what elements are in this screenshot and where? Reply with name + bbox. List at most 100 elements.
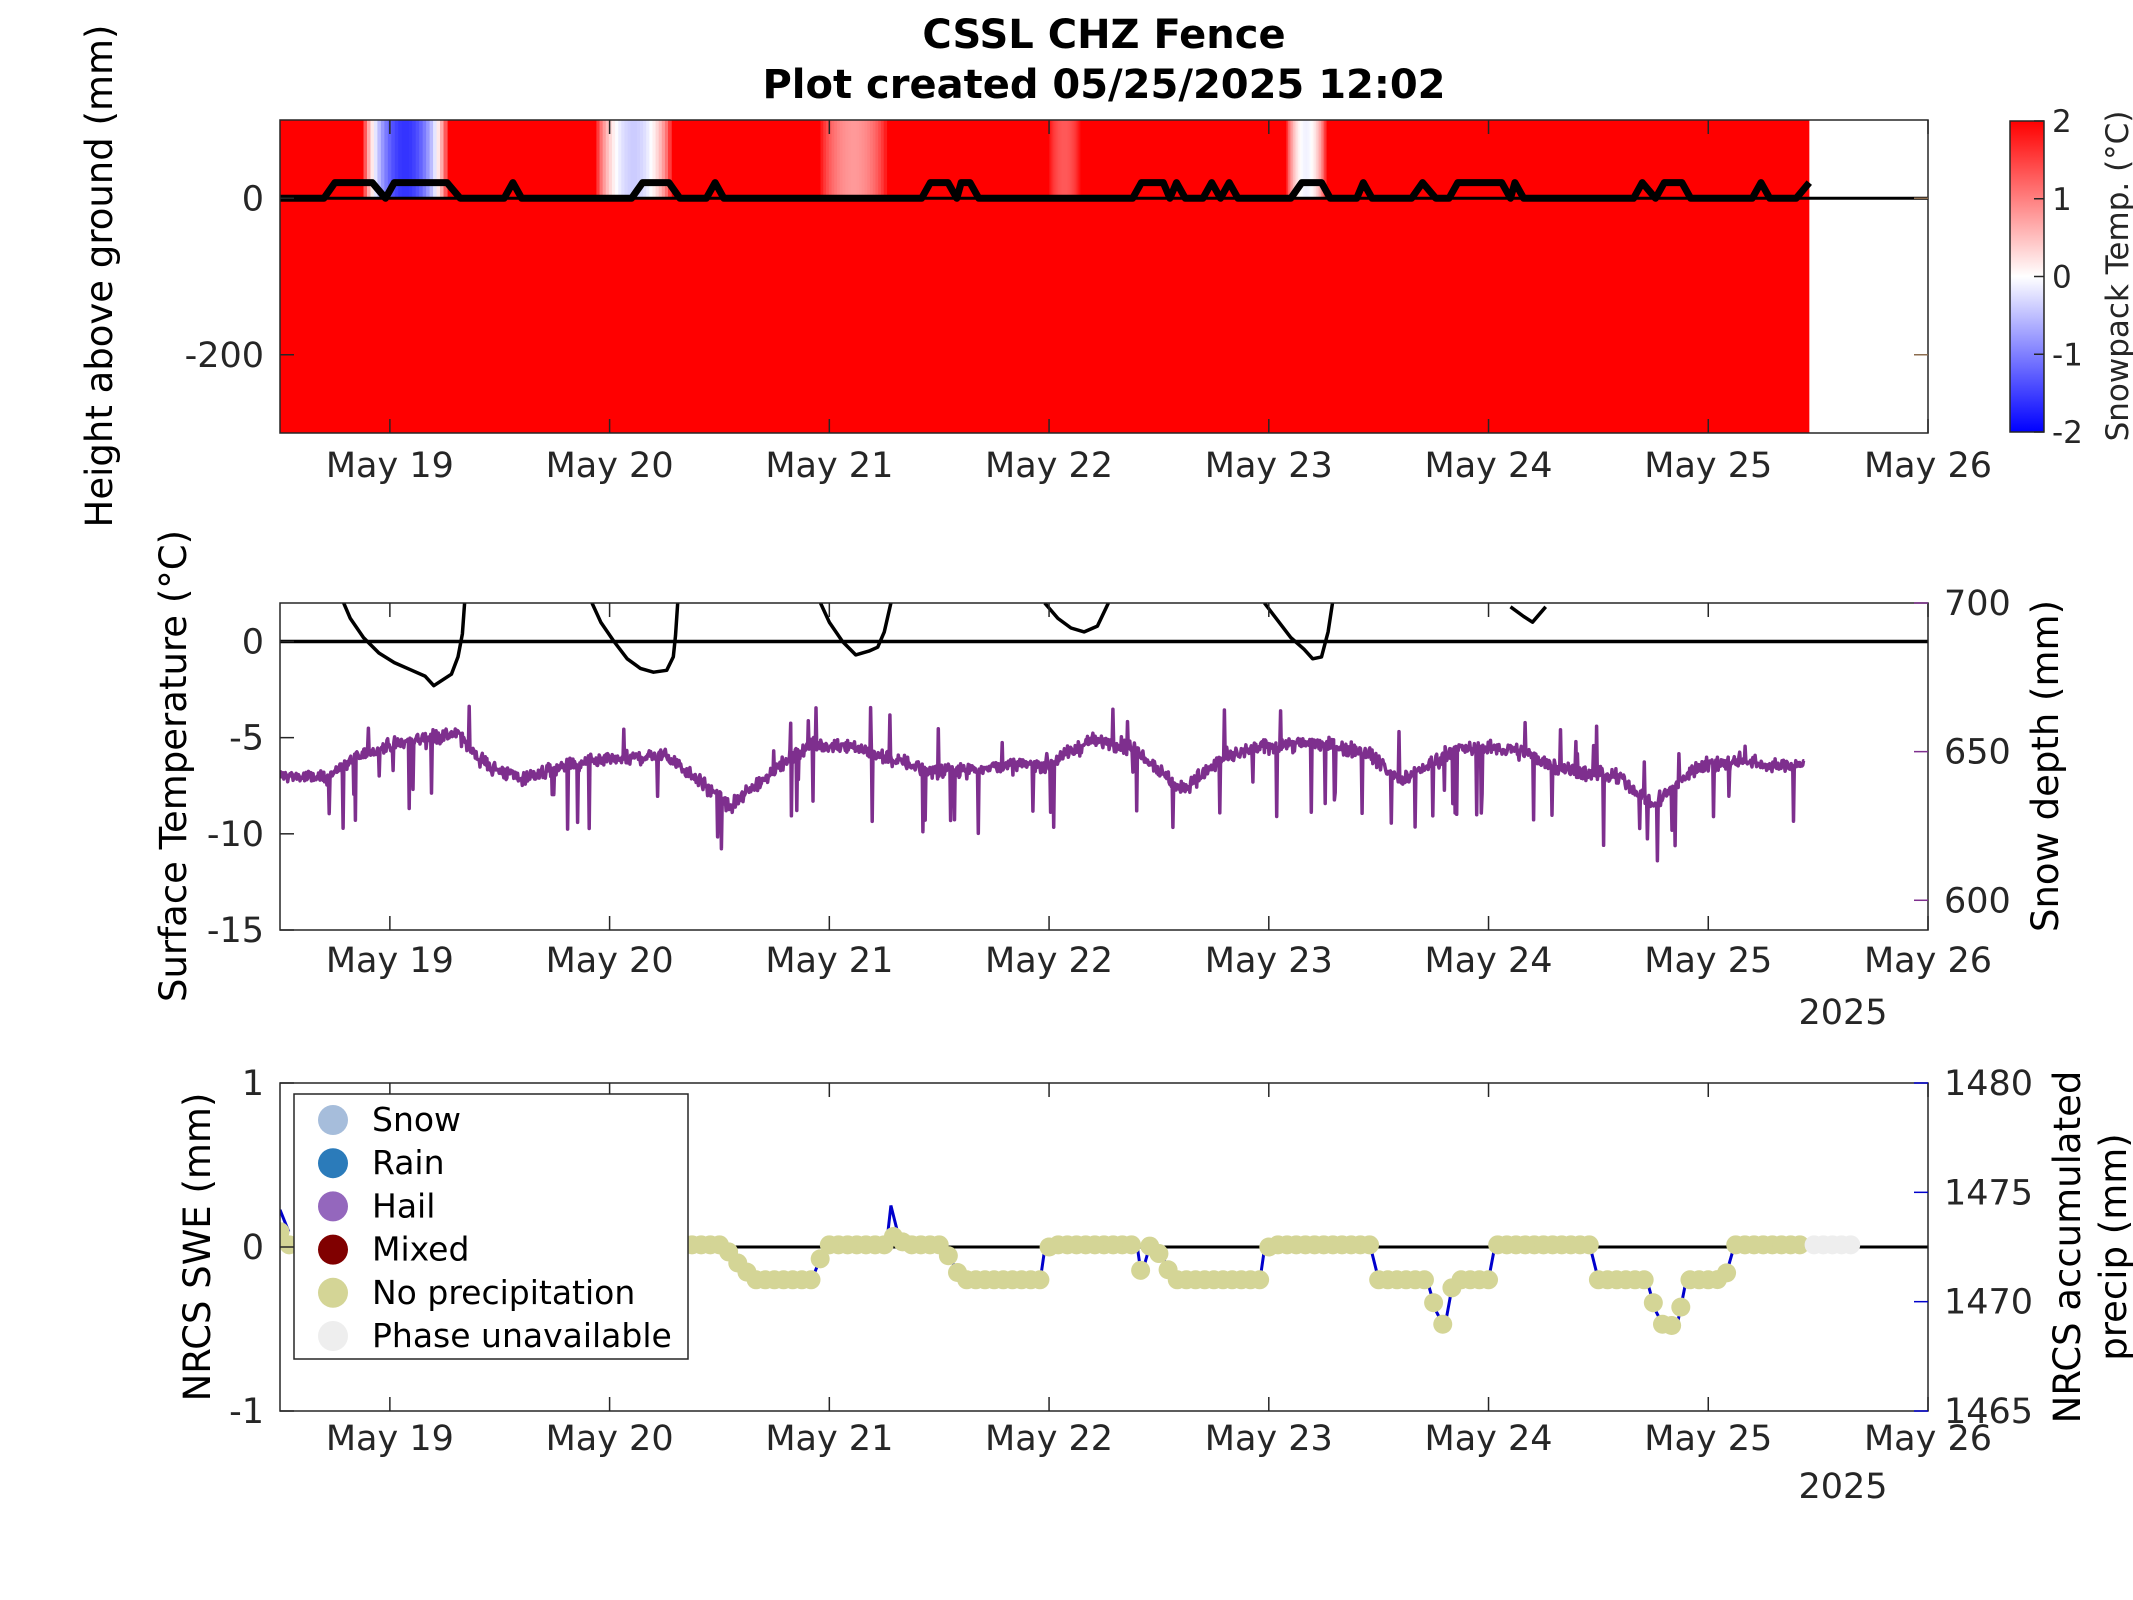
colorbar-tick-label: 2 <box>2052 104 2072 140</box>
snowpack-cold-cell <box>1060 120 1063 199</box>
snowpack-cold-cell <box>878 120 882 199</box>
colorbar: -2 -1 0 1 2 Snowpack Temp. (°C) <box>2009 104 2133 451</box>
snowpack-cold-cell <box>1294 120 1297 199</box>
no-precip-marker <box>1360 1235 1380 1255</box>
surface-temp-line <box>342 603 467 688</box>
snowpack-cold-cell <box>630 120 635 199</box>
x-tick-label: May 19 <box>326 941 454 981</box>
snowpack-cold-cell <box>858 120 863 199</box>
snowpack-cold-cell <box>1289 120 1292 199</box>
snowpack-cold-cell <box>415 120 420 199</box>
surface-lines <box>280 603 1928 863</box>
snowpack-cold-cell <box>1297 120 1301 199</box>
x-tick-label: May 23 <box>1205 1419 1333 1459</box>
legend-box <box>293 1093 689 1360</box>
snowpack-cold-cell <box>1291 120 1294 199</box>
snowpack-cold-cell <box>883 120 888 199</box>
snowpack-cold-cell <box>643 120 647 199</box>
x-tick-label: May 25 <box>1644 1419 1772 1459</box>
x-tick-label: May 21 <box>765 1419 893 1459</box>
y-tick-label: 1 <box>242 1064 264 1104</box>
snowpack-cold-cell <box>1074 120 1077 199</box>
surface-ylabel: Surface Temperature (°C) <box>152 530 195 1002</box>
snowpack-cold-cell <box>627 120 632 199</box>
snowpack-cold-cell <box>1054 120 1057 199</box>
legend: Snow Rain Hail Mixed No precipitation Phase u… <box>293 1093 689 1360</box>
snowpack-cold-cell <box>880 120 885 199</box>
snowpack-cold-cell <box>605 120 610 199</box>
snowpack-heatmap <box>280 120 1810 433</box>
y-tick-label: -15 <box>207 911 264 951</box>
x-tick-label: May 24 <box>1425 941 1553 981</box>
snowpack-panel: May 19 May 20 May 21 May 22 May 23 May 24 May … <box>78 25 1992 528</box>
x-tick-label: May 20 <box>546 1419 674 1459</box>
snowpack-cold-cell <box>366 120 372 199</box>
y2-tick-label: 1480 <box>1944 1064 2033 1104</box>
y-tick-label: -10 <box>207 815 264 855</box>
snowpack-cold-cell <box>380 120 385 199</box>
snowpack-cold-cell <box>1307 120 1311 199</box>
snowpack-cold-cell <box>624 120 629 199</box>
x-tick-label: May 22 <box>985 446 1113 486</box>
precip-ylabel-line1: NRCS accumulated <box>2046 1071 2089 1424</box>
surface-temp-line <box>818 603 893 657</box>
snowpack-cold-cell <box>826 120 830 199</box>
snowpack-cold-cell <box>1286 120 1289 199</box>
legend-marker <box>318 1321 348 1351</box>
legend-label: Phase unavailable <box>372 1316 672 1355</box>
colorbar-tick-label: -1 <box>2052 337 2083 373</box>
snowpack-cold-cell <box>1304 120 1307 199</box>
snowpack-cold-cell <box>1070 120 1073 199</box>
no-precip-marker <box>1579 1235 1599 1255</box>
no-precip-marker <box>1121 1235 1141 1255</box>
snowpack-cold-cell <box>828 120 833 199</box>
x-tick-label: May 22 <box>985 1419 1113 1459</box>
snowpack-cold-cell <box>621 120 626 199</box>
snowpack-cold-cell <box>1324 120 1327 199</box>
no-precip-marker <box>1030 1270 1050 1290</box>
no-precip-marker <box>1643 1293 1663 1313</box>
phase-unavailable-marker <box>1841 1235 1861 1255</box>
y-tick-label: -1 <box>229 1392 264 1432</box>
snowpack-cold-cell <box>433 120 438 199</box>
snowpack-cold-cell <box>1064 120 1067 199</box>
precip-year-label: 2025 <box>1798 1467 1887 1507</box>
colorbar-ticks: -2 -1 0 1 2 <box>2034 104 2083 451</box>
snowpack-cold-cell <box>661 120 666 199</box>
snowpack-cold-cell <box>1050 120 1053 199</box>
x-tick-label: May 26 <box>1864 941 1992 981</box>
snowpack-cold-cell <box>1061 120 1064 199</box>
snowpack-cold-cell <box>412 120 417 199</box>
snowpack-cold-cell <box>820 120 824 199</box>
snowpack-cold-cell <box>599 120 604 199</box>
no-precip-marker <box>938 1246 958 1266</box>
legend-label: Rain <box>372 1143 445 1182</box>
colorbar-label: Snowpack Temp. (°C) <box>2100 111 2133 442</box>
snowpack-cold-cell <box>867 120 871 199</box>
snowpack-cold-cell <box>1296 120 1299 199</box>
snowpack-cold-cell <box>1063 120 1066 199</box>
snowpack-cold-cell <box>436 120 441 199</box>
snowpack-cold-cell <box>1301 120 1304 199</box>
no-precip-marker <box>1424 1293 1444 1313</box>
x-tick-label: May 20 <box>546 941 674 981</box>
legend-label: No precipitation <box>372 1273 635 1312</box>
snowpack-cold-cell <box>1312 120 1315 199</box>
snowpack-cold-cell <box>658 120 663 199</box>
snow-depth-line <box>280 704 1806 863</box>
snowpack-cold-cell <box>398 120 403 199</box>
snowpack-cold-cell <box>1317 120 1320 199</box>
x-tick-label: May 25 <box>1644 941 1772 981</box>
no-precip-marker <box>1662 1315 1682 1335</box>
legend-marker <box>318 1234 348 1265</box>
snowpack-cold-cell <box>1292 120 1296 199</box>
snowpack-cold-cell <box>850 120 855 199</box>
snowpack-cold-cell <box>837 120 841 199</box>
y-tick-label: 0 <box>242 1228 264 1268</box>
snowpack-cold-cell <box>615 120 619 199</box>
snowpack-cold-cell <box>633 120 638 199</box>
legend-marker <box>318 1191 348 1222</box>
snowpack-cold-cell <box>618 120 622 199</box>
y2-tick-label: 700 <box>1944 584 2011 624</box>
snowpack-cold-cell <box>875 120 879 199</box>
